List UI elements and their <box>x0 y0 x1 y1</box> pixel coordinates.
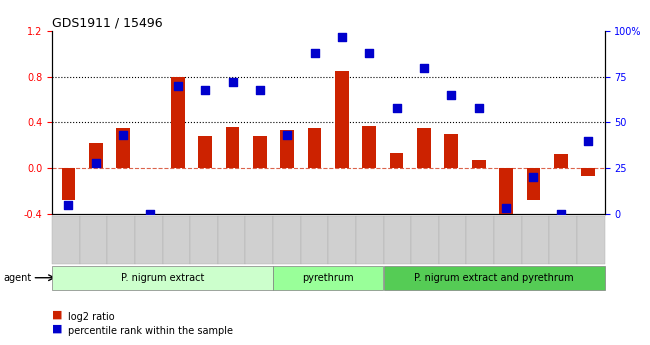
Bar <box>89 143 103 168</box>
Point <box>556 211 566 217</box>
Bar <box>171 77 185 168</box>
Point <box>364 50 374 56</box>
Bar <box>554 155 567 168</box>
Point <box>227 79 238 85</box>
Bar <box>581 168 595 176</box>
Point <box>473 105 484 111</box>
Bar <box>226 127 239 168</box>
Point <box>391 105 402 111</box>
Bar <box>390 153 404 168</box>
Text: log2 ratio: log2 ratio <box>68 313 115 322</box>
Bar <box>253 136 266 168</box>
Bar <box>307 128 321 168</box>
Point <box>501 206 512 211</box>
Point <box>583 138 593 144</box>
Point <box>90 160 101 166</box>
Point <box>63 202 73 207</box>
Bar <box>198 136 212 168</box>
Point <box>118 132 128 138</box>
Point <box>282 132 293 138</box>
Text: ■: ■ <box>52 309 62 319</box>
Point <box>337 34 347 39</box>
Bar <box>363 126 376 168</box>
Bar <box>116 128 130 168</box>
Point <box>528 175 539 180</box>
Bar <box>526 168 540 200</box>
Bar <box>62 168 75 200</box>
Text: P. nigrum extract and pyrethrum: P. nigrum extract and pyrethrum <box>414 273 574 283</box>
Text: agent: agent <box>3 273 31 283</box>
Text: GDS1911 / 15496: GDS1911 / 15496 <box>52 17 162 30</box>
Bar <box>472 160 486 168</box>
Text: pyrethrum: pyrethrum <box>302 273 354 283</box>
Bar <box>417 128 431 168</box>
Bar <box>445 134 458 168</box>
Point <box>255 87 265 92</box>
Text: P. nigrum extract: P. nigrum extract <box>121 273 204 283</box>
Point <box>173 83 183 89</box>
Bar <box>335 71 349 168</box>
Point <box>200 87 211 92</box>
Point <box>446 92 456 98</box>
Point <box>309 50 320 56</box>
Point <box>145 211 155 217</box>
Text: ■: ■ <box>52 323 62 333</box>
Bar <box>280 130 294 168</box>
Point <box>419 65 429 70</box>
Text: percentile rank within the sample: percentile rank within the sample <box>68 326 233 336</box>
Bar <box>499 168 513 216</box>
